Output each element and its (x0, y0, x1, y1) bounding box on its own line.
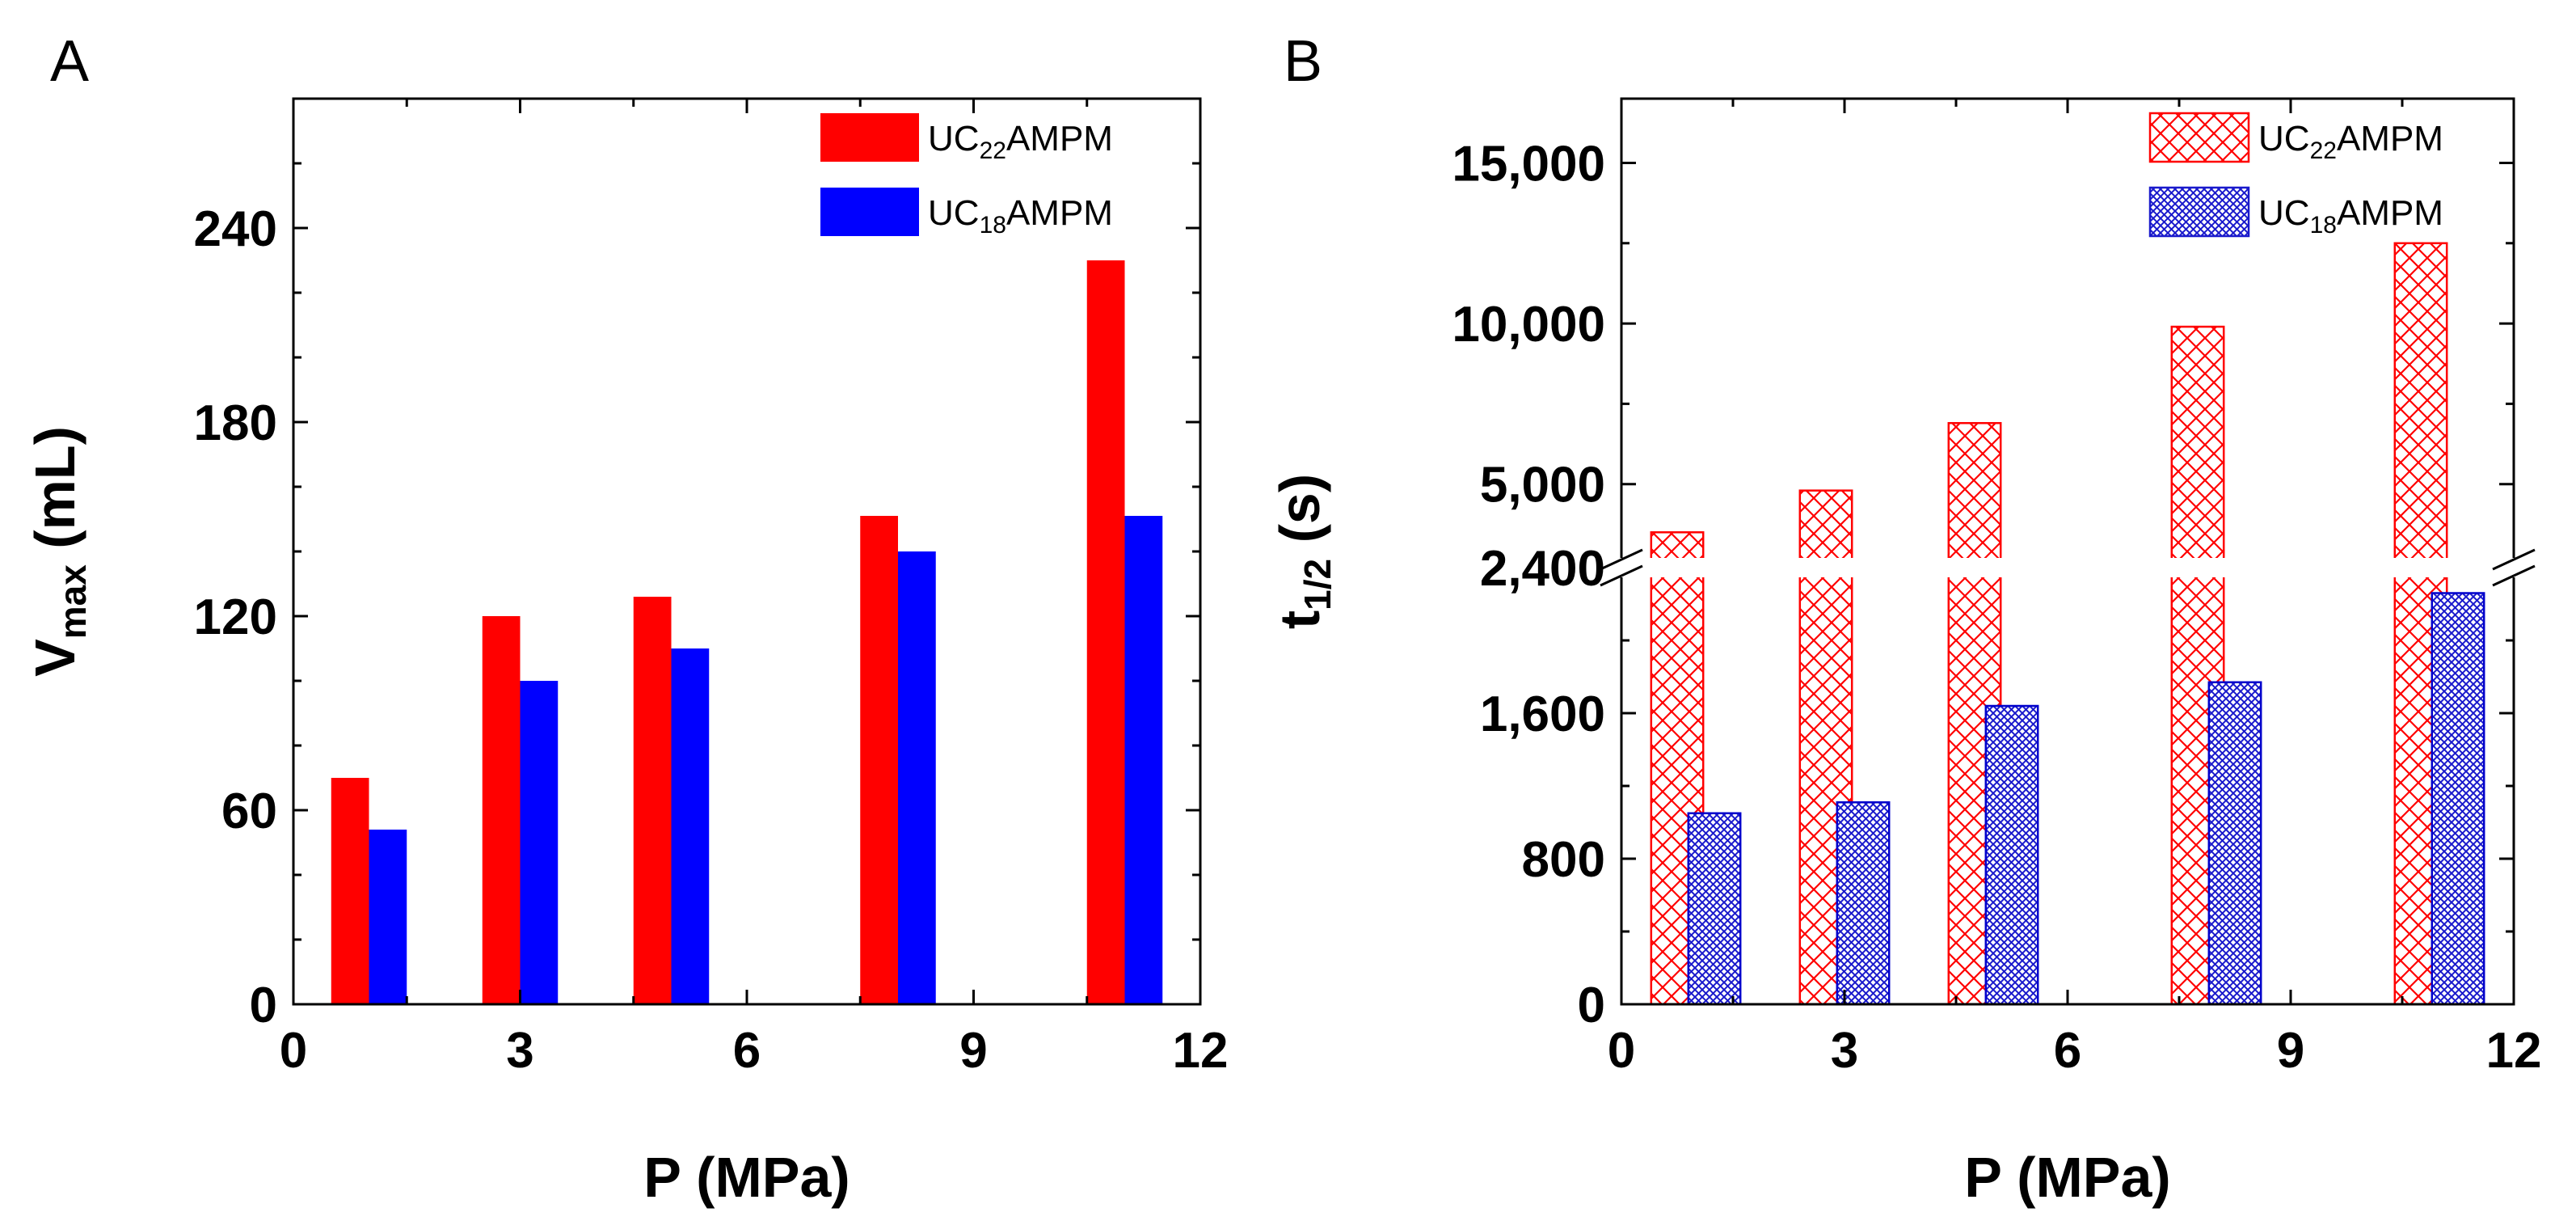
y-tick-label-b: 2,400 (1480, 541, 1605, 597)
bar-uc18-a-1 (520, 681, 559, 1004)
panel-a-x-axis-title: P (MPa) (643, 1146, 850, 1209)
panel-a-x-tick-labels: 0 3 6 9 12 (280, 1023, 1229, 1079)
bar-uc18-b-2 (1984, 704, 2039, 1006)
bar-uc18-b-4 (2431, 592, 2485, 1006)
panel-a-y-tick-labels: 0 60 120 180 240 (194, 201, 277, 1033)
bar-uc18-b-1 (1836, 801, 1891, 1006)
x-tick-label-b: 0 (1608, 1023, 1635, 1079)
panel-b-break-marks-left (1600, 548, 1643, 587)
bar-uc22-a-2 (633, 597, 672, 1004)
panel-a-bars (331, 260, 1163, 1004)
x-tick-label-a: 3 (506, 1023, 533, 1079)
bar-uc22-a-1 (482, 616, 521, 1004)
panel-b-axis-break-gap (1591, 558, 2520, 577)
y-tick-label-b: 5,000 (1480, 458, 1605, 513)
panel-b-y-axis-title: t1/2 (s) (1268, 474, 1339, 629)
y-tick-label-b: 0 (1578, 978, 1605, 1033)
bar-uc18-b-3 (2207, 681, 2262, 1006)
panel-b-legend: UC22AMPM UC18AMPM (2148, 112, 2443, 239)
x-tick-label-a: 12 (1173, 1023, 1229, 1079)
bar-uc22-b-0 (1650, 531, 1705, 1006)
panel-a-ticks (292, 99, 1202, 1006)
panel-b-y-tick-labels: 0 800 1,600 2,400 5,000 10,000 15,000 (1452, 136, 1605, 1033)
x-tick-label-b: 9 (2277, 1023, 2304, 1079)
y-tick-label-b: 800 (1522, 832, 1605, 888)
panel-b-ticks (1620, 99, 2515, 1006)
legend-label-uc22-b: UC22AMPM (2258, 119, 2443, 164)
y-tick-label-a: 120 (194, 589, 277, 645)
legend-swatch-uc18-a (820, 188, 919, 236)
bar-uc18-b-0 (1687, 812, 1742, 1006)
y-tick-label-a: 60 (221, 784, 277, 839)
bar-uc18-a-3 (898, 551, 936, 1004)
panel-a-plot-frame (292, 97, 1202, 1006)
bar-uc18-a-4 (1124, 516, 1163, 1004)
x-tick-label-b: 12 (2486, 1023, 2542, 1079)
bar-uc18-a-0 (369, 830, 407, 1004)
panel-b-x-axis-title: P (MPa) (1964, 1146, 2170, 1209)
legend-swatch-uc22-a (820, 113, 919, 162)
legend-label-uc18-a: UC18AMPM (928, 193, 1113, 239)
legend-swatch-uc22-b (2148, 112, 2250, 163)
y-tick-label-b: 10,000 (1452, 297, 1605, 353)
panel-a-legend: UC22AMPM UC18AMPM (820, 113, 1113, 239)
bar-uc22-a-4 (1086, 260, 1125, 1004)
panel-a-letter: A (50, 29, 89, 94)
legend-swatch-uc18-b (2148, 186, 2250, 238)
panel-b-bars (1650, 242, 2485, 1006)
y-tick-label-a: 180 (194, 395, 277, 451)
panel-b-break-marks-right (2492, 548, 2536, 587)
x-tick-label-b: 6 (2054, 1023, 2081, 1079)
y-tick-label-a: 240 (194, 201, 277, 257)
bar-uc22-a-3 (860, 516, 898, 1004)
panel-b-plot-frame (1620, 97, 2515, 1006)
panel-b-x-tick-labels: 0 3 6 9 12 (1608, 1023, 2542, 1079)
y-tick-label-b: 1,600 (1480, 686, 1605, 742)
panel-b-letter: B (1284, 29, 1322, 94)
legend-label-uc22-a: UC22AMPM (928, 119, 1113, 164)
bar-uc22-a-0 (331, 778, 369, 1004)
x-tick-label-b: 3 (1831, 1023, 1858, 1079)
panel-b: B 0 3 6 9 12 0 800 1,600 2,400 5,000 10,000 15,000… (1268, 29, 2541, 1209)
x-tick-label-a: 6 (733, 1023, 761, 1079)
panel-a-y-axis-title: Vmax (mL) (23, 426, 94, 677)
legend-label-uc18-b: UC18AMPM (2258, 193, 2443, 239)
bar-uc18-a-2 (671, 648, 710, 1004)
y-tick-label-a: 0 (250, 978, 277, 1033)
x-tick-label-a: 0 (280, 1023, 307, 1079)
x-tick-label-a: 9 (959, 1023, 987, 1079)
y-tick-label-b: 15,000 (1452, 136, 1605, 192)
